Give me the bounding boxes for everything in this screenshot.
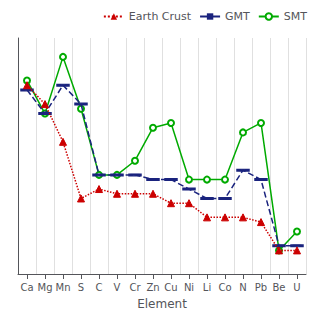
svg-text:GMT: GMT xyxy=(225,10,250,23)
svg-text:N: N xyxy=(239,282,246,293)
svg-text:SMT: SMT xyxy=(284,10,307,23)
svg-text:Mg: Mg xyxy=(38,282,53,293)
svg-text:Ni: Ni xyxy=(184,282,194,293)
svg-text:Pb: Pb xyxy=(255,282,267,293)
svg-text:V: V xyxy=(114,282,121,293)
svg-text:Be: Be xyxy=(272,282,285,293)
svg-text:Cr: Cr xyxy=(129,282,141,293)
svg-text:Element: Element xyxy=(137,297,187,311)
svg-text:Co: Co xyxy=(218,282,231,293)
svg-text:Cu: Cu xyxy=(164,282,177,293)
svg-text:S: S xyxy=(78,282,84,293)
svg-text:Earth Crust: Earth Crust xyxy=(129,10,192,23)
svg-text:U: U xyxy=(293,282,300,293)
svg-text:Zn: Zn xyxy=(146,282,159,293)
svg-text:Ca: Ca xyxy=(20,282,33,293)
svg-text:C: C xyxy=(96,282,103,293)
svg-text:Li: Li xyxy=(203,282,211,293)
svg-text:Mn: Mn xyxy=(56,282,71,293)
